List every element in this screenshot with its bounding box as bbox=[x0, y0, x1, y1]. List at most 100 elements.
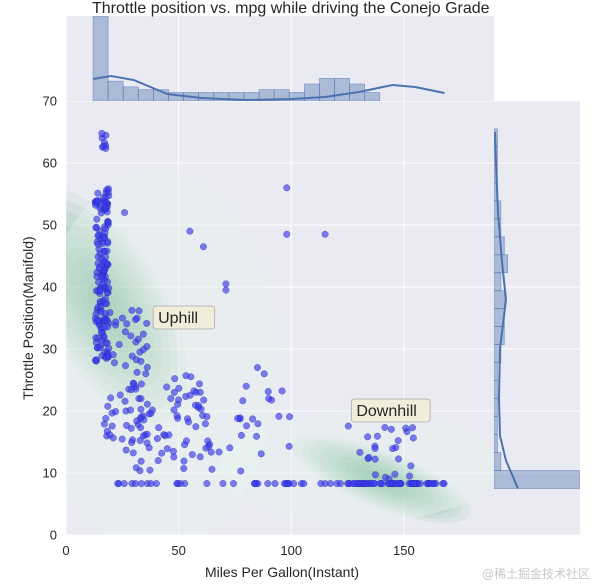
scatter-point bbox=[114, 479, 122, 488]
scatter-point bbox=[155, 424, 163, 432]
scatter-point bbox=[94, 253, 102, 261]
scatter-point bbox=[131, 479, 139, 488]
scatter-point bbox=[202, 444, 210, 452]
scatter-point bbox=[175, 384, 183, 392]
right-marginal-area bbox=[494, 101, 580, 535]
scatter-point bbox=[100, 324, 108, 332]
scatter-point bbox=[105, 284, 113, 292]
scatter-point bbox=[93, 215, 101, 223]
scatter-point bbox=[121, 397, 129, 405]
scatter-point bbox=[364, 433, 372, 441]
y-tick-label: 0 bbox=[50, 528, 57, 543]
scatter-point bbox=[98, 129, 106, 138]
scatter-point bbox=[143, 439, 151, 447]
scatter-point bbox=[103, 339, 111, 347]
annotations: Uphill Downhill bbox=[152, 305, 431, 423]
scatter-point bbox=[361, 479, 369, 488]
scatter-point bbox=[127, 386, 135, 394]
scatter-point bbox=[283, 184, 291, 192]
scatter-point bbox=[94, 316, 102, 324]
scatter-point bbox=[171, 375, 179, 383]
scatter-point bbox=[143, 319, 151, 327]
scatter-point bbox=[120, 479, 128, 488]
density-contour bbox=[328, 452, 435, 506]
histogram-bar-x bbox=[92, 16, 109, 101]
scatter-point bbox=[121, 328, 129, 336]
scatter-point bbox=[137, 395, 145, 403]
scatter-point bbox=[349, 479, 357, 488]
scatter-point bbox=[264, 479, 272, 488]
scatter-point bbox=[133, 368, 141, 376]
scatter-point bbox=[196, 388, 204, 396]
scatter-point bbox=[271, 479, 279, 488]
density-contour bbox=[66, 171, 277, 535]
scatter-point bbox=[219, 479, 227, 488]
right-grid bbox=[494, 101, 580, 535]
scatter-point bbox=[389, 445, 397, 453]
scatter-point bbox=[135, 307, 143, 315]
scatter-point bbox=[391, 470, 399, 478]
scatter-point bbox=[129, 380, 137, 388]
scatter-point bbox=[167, 394, 175, 403]
scatter-point bbox=[275, 412, 283, 420]
scatter-point bbox=[133, 314, 141, 322]
scatter-point bbox=[136, 424, 145, 432]
scatter-point bbox=[396, 479, 405, 488]
density-contour bbox=[345, 461, 417, 497]
scatter-point bbox=[252, 432, 261, 440]
scatter-point bbox=[96, 204, 104, 212]
kde-curve-x bbox=[92, 74, 445, 101]
histogram-bar-y bbox=[494, 398, 498, 417]
scatter-point bbox=[143, 363, 151, 371]
annotation-label: Downhill bbox=[356, 403, 416, 420]
scatter-point bbox=[192, 423, 200, 431]
scatter-point bbox=[137, 479, 145, 488]
scatter-point bbox=[402, 424, 410, 432]
scatter-point bbox=[194, 402, 203, 410]
histogram-bar-y bbox=[494, 272, 502, 292]
scatter-point bbox=[115, 340, 123, 349]
scatter-point bbox=[208, 465, 216, 473]
watermark: @稀土掘金技术社区 bbox=[482, 566, 590, 581]
scatter-point bbox=[234, 414, 242, 423]
scatter-point bbox=[285, 479, 293, 488]
scatter-point bbox=[321, 479, 329, 488]
x-tick-label: 100 bbox=[280, 543, 302, 558]
scatter-point bbox=[94, 197, 103, 205]
scatter-point bbox=[173, 412, 181, 420]
histogram-bar-y bbox=[494, 290, 505, 310]
scatter-point bbox=[154, 456, 162, 465]
scatter-point bbox=[163, 445, 171, 453]
histogram-bar-y bbox=[494, 416, 498, 435]
scatter-point bbox=[137, 380, 145, 388]
histogram-bar-x bbox=[198, 92, 215, 101]
scatter-point bbox=[102, 414, 110, 422]
y-tick-label: 40 bbox=[43, 280, 57, 295]
scatter-point bbox=[229, 479, 238, 488]
scatter-point bbox=[394, 455, 403, 463]
scatter-point bbox=[176, 479, 184, 488]
scatter-point bbox=[163, 383, 171, 391]
scatter-point bbox=[195, 380, 204, 388]
scatter-point bbox=[122, 446, 130, 454]
scatter-point bbox=[201, 420, 209, 428]
y-tick-label: 60 bbox=[43, 156, 57, 171]
scatter-point bbox=[147, 479, 155, 488]
histogram-bar-y bbox=[494, 452, 502, 471]
scatter-point bbox=[237, 431, 245, 440]
histogram-bar-y bbox=[494, 236, 505, 256]
scatter-point bbox=[116, 391, 124, 399]
scatter-point bbox=[94, 189, 102, 197]
x-axis-label: Miles Per Gallon(Instant) bbox=[205, 564, 359, 580]
main-grid bbox=[66, 101, 494, 535]
scatter-point bbox=[237, 467, 245, 475]
scatter-point bbox=[110, 359, 118, 367]
scatter-point bbox=[416, 479, 424, 488]
scatter-point bbox=[134, 335, 142, 343]
scatter-point bbox=[101, 294, 110, 303]
annotation-box bbox=[152, 305, 216, 330]
histogram-bar-y bbox=[494, 470, 580, 489]
scatter-point bbox=[103, 317, 111, 325]
histogram-bar-x bbox=[334, 77, 350, 101]
scatter-point bbox=[286, 413, 294, 421]
